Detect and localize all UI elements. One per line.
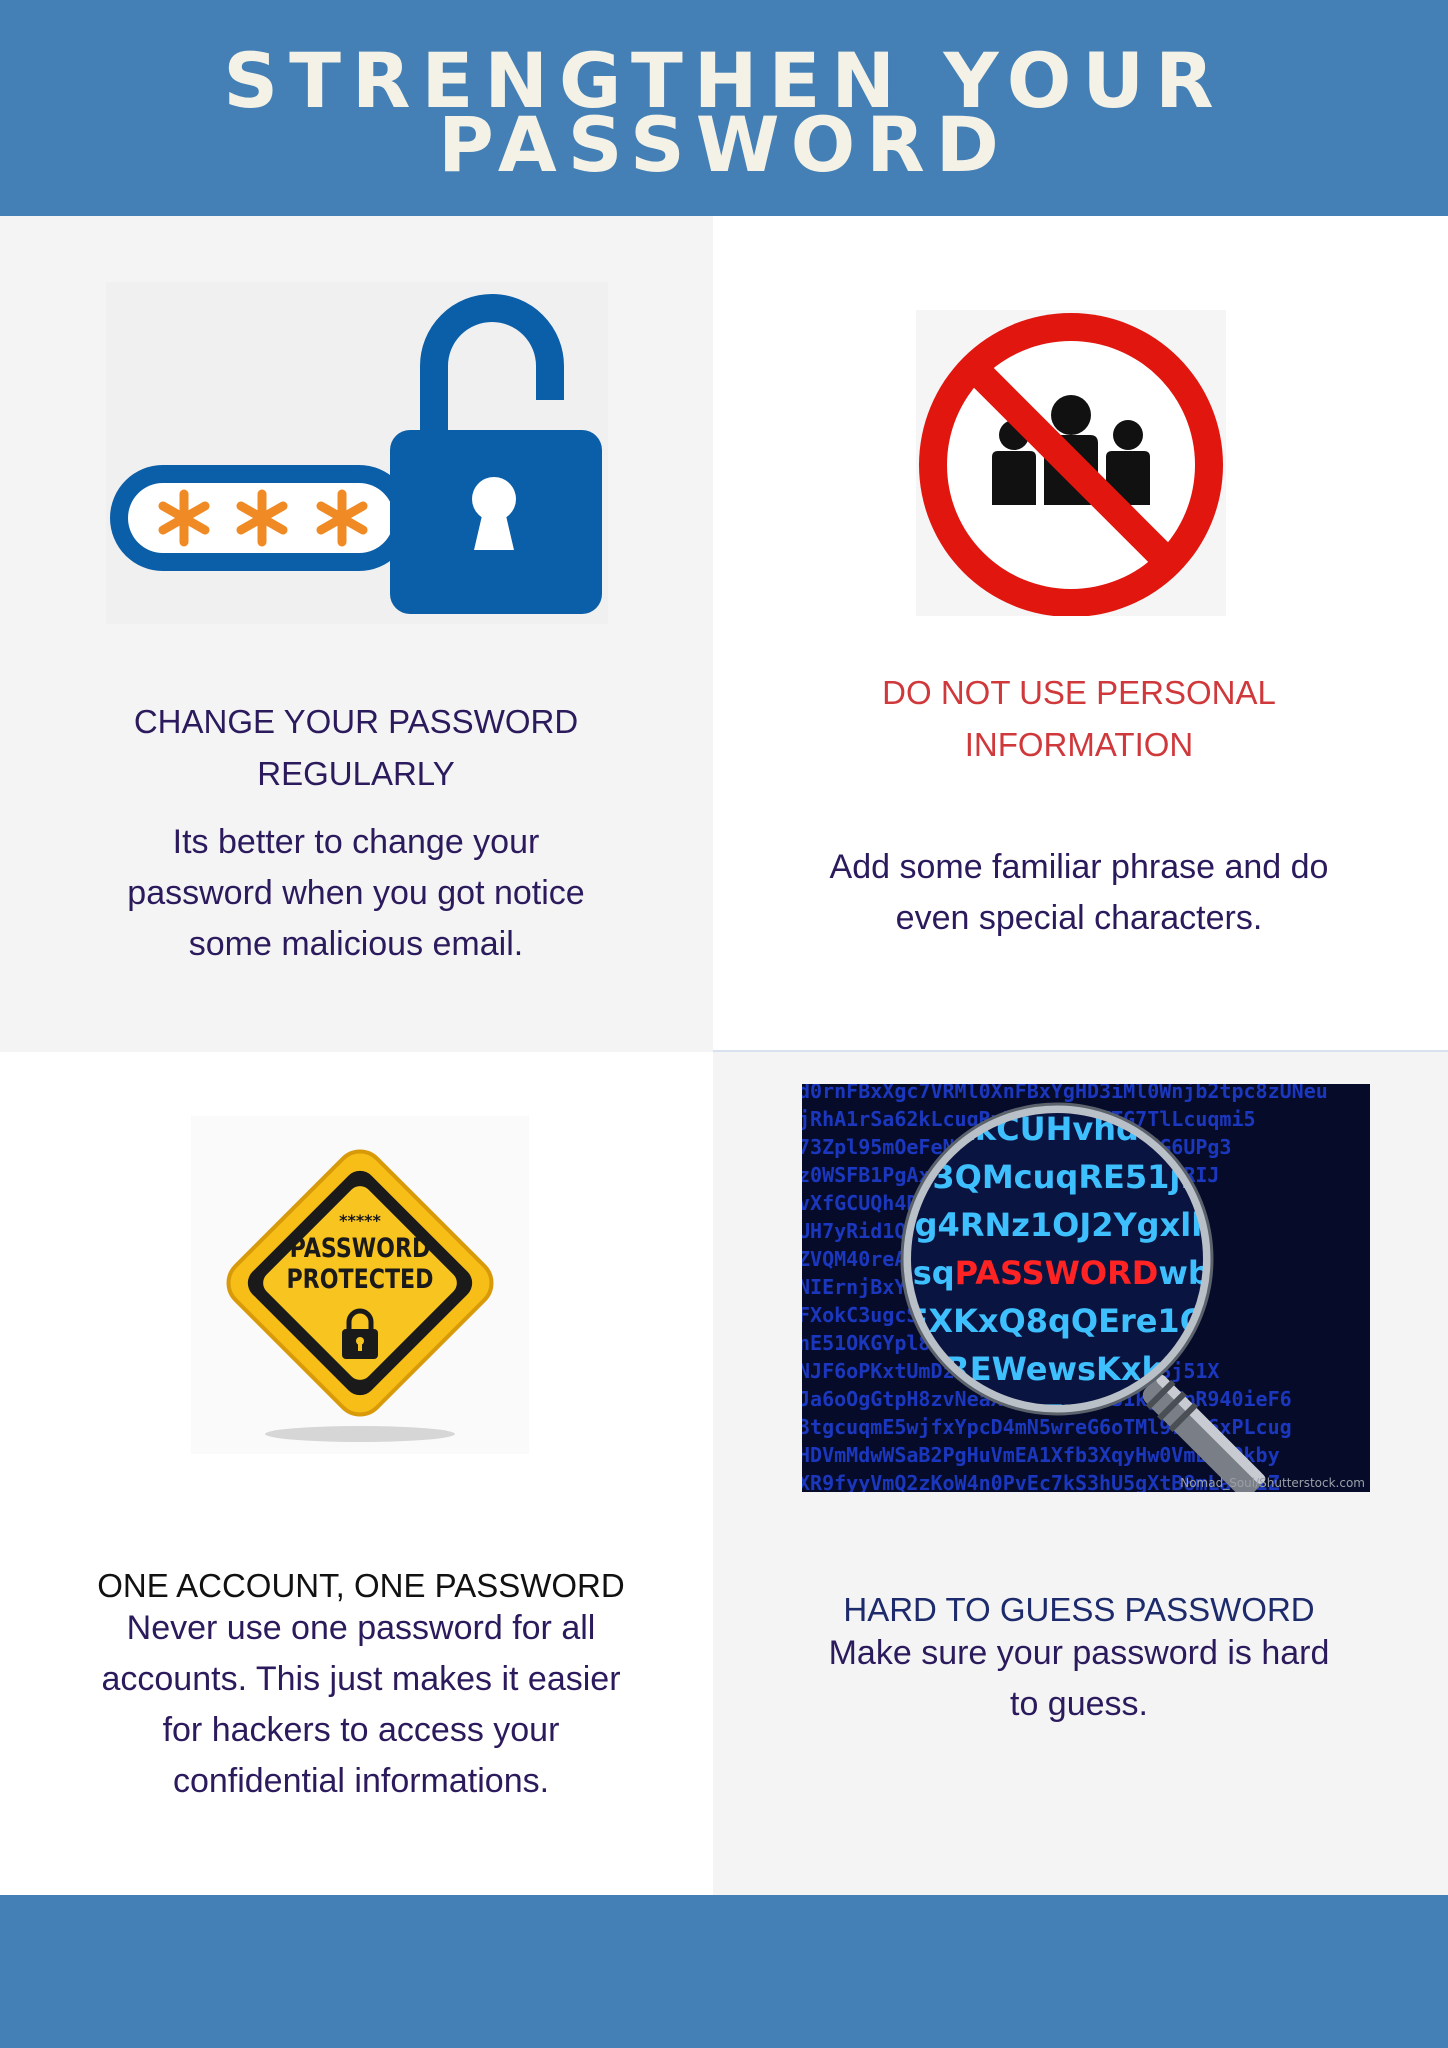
sign-line-2: PROTECTED — [286, 1263, 433, 1295]
svg-text:XR9fyyVmQ2zKoW4n0PvEc7kS3hU5gX: XR9fyyVmQ2zKoW4n0PvEc7kS3hU5gXtB8mLaRq1Z — [802, 1471, 1280, 1492]
tip-body-line-3: some malicious email. — [188, 925, 524, 963]
tip-body-line-4: confidential informations. — [172, 1762, 550, 1800]
tip-body-line-2: to guess. — [1010, 1685, 1148, 1723]
tip-body-line-1: Add some familiar phrase and do — [829, 848, 1329, 886]
tip-body-line-2: even special characters. — [895, 899, 1263, 937]
svg-text:aiK2tTH84Rl: aiK2tTH84Rl — [945, 1398, 1169, 1436]
tip-title-line-2: INFORMATION — [964, 726, 1194, 763]
password-protected-sign: ***** PASSWORD PROTECTED — [191, 1116, 529, 1454]
page-title-line-2: PASSWORD — [438, 100, 1010, 189]
sign-stars: ***** — [339, 1211, 381, 1230]
tip-body: Add some familiar phrase and do even spe… — [759, 842, 1399, 944]
page-footer — [0, 1895, 1448, 2048]
tip-title: ONE ACCOUNT, ONE PASSWORD — [97, 1567, 625, 1604]
svg-text:C3QMcuqRE51jK: C3QMcuqRE51jK — [909, 1158, 1206, 1196]
tip-one-account: ***** PASSWORD PROTECTED ONE ACCOUNT, ON… — [0, 1052, 713, 1895]
tip-no-personal-info: DO NOT USE PERSONAL INFORMATION Add some… — [713, 216, 1448, 1052]
image-credit: Nomad_Soul/Shutterstock.com — [1180, 1476, 1365, 1490]
tip-body-line-2: password when you got notice — [127, 874, 585, 912]
small-lock-icon — [342, 1308, 378, 1359]
tip-body-line-1: Never use one password for all — [126, 1609, 596, 1647]
tip-body: Make sure your password is hard to guess… — [759, 1628, 1399, 1730]
svg-text:d0rnFBxXgc7VRMl0XnFBxYgHD3iMl0: d0rnFBxXgc7VRMl0XnFBxYgHD3iMl0Wnjb2tpc8z… — [802, 1084, 1328, 1103]
tip-body-line-1: Make sure your password is hard — [828, 1634, 1330, 1672]
tip-body-line-3: for hackers to access your — [162, 1711, 560, 1749]
tip-body: Its better to change your password when … — [46, 817, 666, 970]
tip-title: HARD TO GUESS PASSWORD — [843, 1591, 1315, 1628]
tip-title-line-1: DO NOT USE PERSONAL — [882, 674, 1276, 711]
tip-body-line-2: accounts. This just makes it easier — [101, 1660, 621, 1698]
magnifier-password-image: d0rnFBxXgc7VRMl0XnFBxYgHD3iMl0Wnjb2tpc8z… — [802, 1084, 1370, 1492]
asterisks — [158, 489, 368, 547]
tip-change-password: CHANGE YOUR PASSWORD REGULARLY Its bette… — [0, 216, 713, 1052]
svg-text:eFXKxQ8qQEre1O7: eFXKxQ8qQEre1O7 — [885, 1302, 1229, 1340]
tip-body-line-1: Its better to change your — [172, 823, 540, 861]
padlock-password-icon — [106, 282, 608, 624]
tip-title-line-1: CHANGE YOUR PASSWORD — [133, 703, 579, 740]
tip-title: DO NOT USE PERSONAL INFORMATION — [769, 667, 1389, 771]
tip-title: CHANGE YOUR PASSWORD REGULARLY — [56, 696, 656, 800]
tip-title-line-2: REGULARLY — [257, 755, 455, 792]
svg-text:J1sqPASSWORDwbX: J1sqPASSWORDwbX — [877, 1254, 1236, 1292]
no-people-icon — [916, 310, 1226, 616]
page-title-line-1: STRENGTHEN YOUR — [223, 36, 1225, 125]
tip-body: Never use one password for all accounts.… — [46, 1603, 676, 1807]
page-title: STRENGTHEN YOUR PASSWORD — [24, 36, 1424, 189]
page-header: STRENGTHEN YOUR PASSWORD — [0, 0, 1448, 216]
sign-line-1: PASSWORD — [290, 1232, 431, 1264]
tip-hard-to-guess: d0rnFBxXgc7VRMl0XnFBxYgHD3iMl0Wnjb2tpc8z… — [713, 1052, 1448, 1895]
svg-text:3lg4RNz1OJ2Ygxlhz: 3lg4RNz1OJ2Ygxlhz — [881, 1206, 1232, 1244]
magnifier-handle — [1142, 1374, 1266, 1492]
